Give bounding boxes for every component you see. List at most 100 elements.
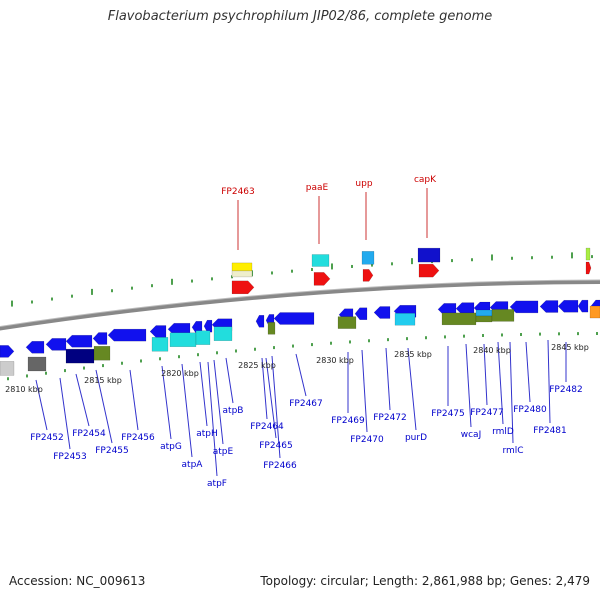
gene-label-FP2454: FP2454 bbox=[72, 429, 106, 439]
gene-label-atpH: atpH bbox=[196, 429, 218, 439]
gene-feature-cyan bbox=[475, 309, 493, 317]
gene-feature-blue bbox=[577, 299, 589, 313]
gene-label-paaE: paaE bbox=[306, 183, 329, 193]
gene-feature-blue bbox=[149, 325, 167, 338]
position-labels: 2810 kbp 2815 kbp 2820 kbp 2825 kbp 2830 kbp… bbox=[5, 343, 589, 394]
gene-label-atpA: atpA bbox=[182, 460, 204, 470]
gene-label-FP2455: FP2455 bbox=[95, 446, 129, 456]
gene-label-atpF: atpF bbox=[207, 479, 227, 489]
gene-feature-blue bbox=[539, 300, 559, 313]
gene-label-FP2463: FP2463 bbox=[221, 187, 255, 197]
gene-feature-blue bbox=[107, 328, 147, 342]
position-label: 2835 kbp bbox=[394, 350, 432, 359]
position-label: 2820 kbp bbox=[161, 369, 199, 378]
gene-feature-red bbox=[418, 263, 440, 278]
gene-label-FP2477: FP2477 bbox=[470, 408, 504, 418]
gene-feature-blue bbox=[45, 338, 67, 351]
gene-feature-cyan bbox=[169, 332, 197, 348]
gene-label-FP2481: FP2481 bbox=[533, 426, 567, 436]
leader-line bbox=[483, 343, 488, 406]
gene-feature-blue bbox=[354, 307, 368, 320]
gene-feature-cyan bbox=[195, 330, 211, 345]
gene-feature-blue bbox=[273, 312, 315, 325]
leader-line bbox=[361, 349, 368, 433]
gene-feature-cyan bbox=[213, 326, 233, 341]
gene-feature-blue bbox=[373, 306, 391, 319]
gene-feature-olive bbox=[475, 315, 493, 323]
gene-feature-olive bbox=[267, 322, 276, 335]
gene-feature-lime bbox=[585, 247, 591, 261]
gene-feature-gray bbox=[0, 361, 15, 376]
gene-feature-blue bbox=[255, 315, 265, 328]
gene-feature-red bbox=[585, 261, 592, 275]
leader-line bbox=[213, 359, 224, 445]
gene-label-FP2472: FP2472 bbox=[373, 413, 407, 423]
leader-line bbox=[295, 353, 307, 397]
gene-label-FP2482: FP2482 bbox=[549, 385, 583, 395]
leader-line bbox=[265, 357, 277, 439]
leader-line bbox=[161, 365, 172, 440]
gene-feature-blue bbox=[65, 334, 93, 348]
gene-label-FP2464: FP2464 bbox=[250, 422, 284, 432]
gene-feature-blue bbox=[203, 319, 213, 333]
gene-label-rmlD: rmlD bbox=[492, 427, 514, 437]
leader-line bbox=[547, 339, 551, 424]
inner-tick-marks bbox=[7, 332, 598, 381]
accession-text: Accession: NC_009613 bbox=[9, 574, 146, 588]
gene-label-FP2453: FP2453 bbox=[53, 452, 87, 462]
gene-features bbox=[0, 247, 600, 376]
gene-feature-cyan bbox=[151, 337, 169, 352]
leader-line bbox=[75, 373, 90, 427]
gene-feature-orange bbox=[589, 305, 600, 319]
leader-line bbox=[225, 357, 234, 404]
gene-feature-cream bbox=[231, 270, 253, 278]
gene-label-upp: upp bbox=[355, 179, 372, 189]
gene-feature-blue bbox=[557, 299, 579, 313]
gene-feature-olive bbox=[93, 345, 111, 361]
gene-label-atpE: atpE bbox=[213, 447, 234, 457]
leader-line bbox=[525, 341, 531, 403]
gene-label-FP2475: FP2475 bbox=[431, 409, 465, 419]
leader-line bbox=[271, 355, 281, 459]
leader-line bbox=[129, 369, 139, 431]
leader-line bbox=[199, 361, 208, 427]
leader-line bbox=[465, 343, 472, 428]
gene-label-FP2465: FP2465 bbox=[259, 441, 293, 451]
leader-line bbox=[497, 341, 504, 425]
leader-line bbox=[59, 377, 71, 450]
gene-feature-darkgray bbox=[27, 356, 47, 372]
position-label: 2840 kbp bbox=[473, 346, 511, 355]
position-label: 2825 kbp bbox=[238, 361, 276, 370]
gene-feature-olive bbox=[441, 312, 477, 326]
gene-label-atpG: atpG bbox=[160, 442, 182, 452]
gene-label-FP2469: FP2469 bbox=[331, 416, 365, 426]
gene-feature-olive bbox=[491, 309, 515, 322]
gene-label-FP2467: FP2467 bbox=[289, 399, 323, 409]
topology-text: Topology: circular; Length: 2,861,988 bp… bbox=[260, 574, 590, 588]
gene-feature-olive bbox=[337, 316, 357, 329]
position-label: 2845 kbp bbox=[551, 343, 589, 352]
label-leader-lines bbox=[35, 188, 567, 477]
gene-feature-blue bbox=[92, 332, 108, 345]
gene-feature-blue bbox=[0, 345, 15, 358]
leader-line bbox=[181, 363, 193, 458]
gene-label-FP2480: FP2480 bbox=[513, 405, 547, 415]
leader-line bbox=[509, 341, 514, 444]
position-label: 2830 kbp bbox=[316, 356, 354, 365]
leader-line bbox=[407, 347, 417, 431]
gene-label-purD: purD bbox=[405, 433, 427, 443]
gene-feature-cyan bbox=[394, 312, 416, 326]
gene-feature-blue bbox=[455, 302, 475, 315]
leader-line bbox=[385, 347, 391, 411]
leader-line bbox=[207, 361, 218, 477]
gene-feature-navy bbox=[65, 348, 95, 364]
leader-line bbox=[261, 357, 268, 420]
gene-label-atpB: atpB bbox=[223, 406, 244, 416]
gene-feature-blue bbox=[25, 341, 45, 354]
outer-tick-marks bbox=[11, 252, 593, 307]
gene-feature-red bbox=[231, 280, 255, 295]
gene-label-FP2470: FP2470 bbox=[350, 435, 384, 445]
position-label: 2815 kbp bbox=[84, 376, 122, 385]
gene-label-FP2456: FP2456 bbox=[121, 433, 155, 443]
gene-label-rmlC: rmlC bbox=[502, 446, 523, 456]
